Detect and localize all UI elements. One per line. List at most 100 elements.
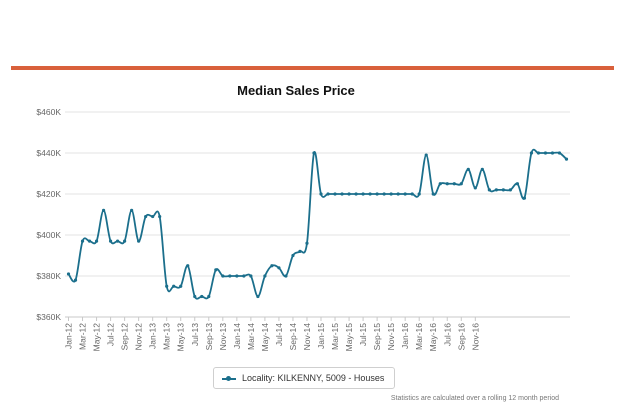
data-point [382, 192, 386, 196]
data-point [130, 208, 134, 212]
y-tick-label: $420K [36, 189, 61, 199]
data-point [564, 157, 569, 161]
data-point [200, 294, 204, 299]
data-point [270, 264, 274, 268]
data-point [214, 268, 218, 272]
data-point [515, 182, 519, 186]
data-point [221, 274, 225, 278]
data-point [480, 167, 484, 171]
x-tick-label: Nov-14 [302, 323, 312, 351]
data-point [459, 182, 463, 186]
x-tick-label: Mar-12 [78, 323, 88, 350]
x-tick-label: May-14 [260, 323, 270, 352]
x-tick-label: Sep-15 [372, 323, 382, 351]
data-point [277, 266, 281, 270]
data-point [326, 192, 330, 196]
data-point [410, 192, 414, 196]
gridlines [65, 111, 570, 318]
data-point [543, 151, 548, 155]
data-point [333, 192, 337, 196]
data-point [473, 186, 477, 190]
y-axis-ticks: $360K $380K $400K $420K $440K $460K [36, 107, 61, 322]
data-point [242, 274, 246, 278]
data-point [165, 284, 169, 288]
x-axis-ticks: Jan-12 Mar-12 May-12 Jul-12 Sep-12 Nov-12 Jan-… [64, 317, 480, 352]
data-point [354, 192, 358, 196]
data-point [396, 192, 400, 196]
data-point [340, 192, 344, 196]
data-point [508, 188, 512, 192]
x-tick-label: May-16 [428, 323, 438, 352]
x-tick-label: Nov-16 [470, 323, 480, 351]
data-point [522, 196, 527, 200]
data-point [186, 264, 190, 268]
data-point [73, 278, 78, 282]
data-point [347, 192, 351, 196]
data-point [284, 274, 288, 278]
data-point [424, 153, 428, 157]
data-point [144, 214, 148, 219]
y-tick-label: $400K [36, 230, 61, 240]
data-point [108, 239, 113, 243]
data-point [550, 151, 555, 155]
data-point [172, 284, 176, 288]
data-point [368, 192, 372, 196]
series-kilkenny-houses [66, 148, 569, 300]
data-point [123, 239, 127, 243]
x-tick-label: May-12 [92, 323, 102, 352]
chart-title: Median Sales Price [237, 83, 355, 98]
x-tick-label: Jul-16 [442, 323, 452, 346]
x-tick-label: Sep-12 [120, 323, 130, 351]
data-point [94, 239, 99, 243]
x-tick-label: Jan-12 [64, 323, 74, 349]
data-point [116, 239, 120, 243]
data-point [487, 188, 491, 192]
x-tick-label: Mar-15 [330, 323, 340, 350]
x-tick-label: May-13 [176, 323, 186, 352]
data-point [417, 192, 421, 196]
x-tick-label: Mar-13 [162, 323, 172, 350]
x-tick-label: Sep-13 [204, 323, 214, 351]
data-point [431, 192, 435, 196]
data-point [557, 151, 562, 155]
data-point [305, 241, 309, 245]
data-point [375, 192, 379, 196]
data-point [466, 167, 470, 171]
data-point [256, 294, 260, 299]
legend-marker-icon [226, 376, 231, 381]
x-tick-label: Jan-14 [232, 323, 242, 349]
data-point [403, 192, 407, 196]
data-point [529, 151, 534, 155]
x-tick-label: Jul-12 [106, 323, 116, 346]
data-point [291, 253, 295, 258]
data-point [193, 294, 197, 299]
y-tick-label: $360K [36, 312, 61, 322]
x-tick-label: Sep-14 [288, 323, 298, 351]
data-point [445, 182, 449, 186]
x-tick-label: Nov-13 [218, 323, 228, 351]
data-point [494, 188, 498, 192]
data-point [207, 294, 211, 299]
x-tick-label: Sep-16 [456, 323, 466, 351]
data-point [263, 274, 267, 278]
legend[interactable]: Locality: KILKENNY, 5009 - Houses [213, 367, 395, 389]
data-point [536, 151, 541, 155]
x-tick-label: Jan-13 [148, 323, 158, 349]
data-point [235, 274, 239, 278]
y-tick-label: $460K [36, 107, 61, 117]
x-tick-label: Mar-14 [246, 323, 256, 350]
data-point [228, 274, 232, 278]
data-point [137, 239, 141, 243]
footnote: Statistics are calculated over a rolling… [390, 395, 559, 402]
y-tick-label: $440K [36, 148, 61, 158]
x-tick-label: Jul-14 [274, 323, 284, 346]
y-tick-label: $380K [36, 271, 61, 281]
x-tick-label: Nov-12 [134, 323, 144, 351]
legend-label: Locality: KILKENNY, 5009 - Houses [242, 373, 385, 383]
data-point [179, 284, 183, 288]
x-tick-label: Nov-15 [386, 323, 396, 351]
data-point [151, 214, 155, 219]
x-tick-label: Mar-16 [414, 323, 424, 350]
data-point [80, 239, 85, 243]
